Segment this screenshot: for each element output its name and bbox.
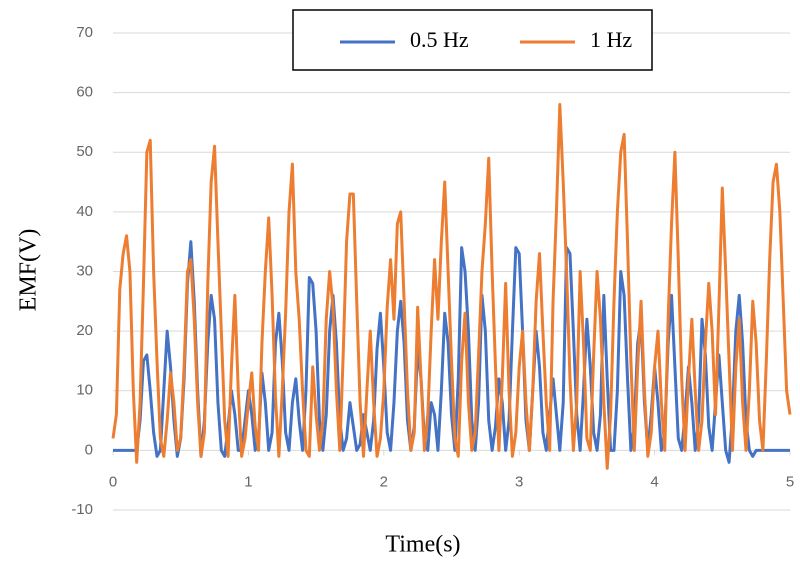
x-tick-label: 4 [650,473,658,490]
y-tick-label: 60 [76,84,93,101]
y-tick-label: 40 [76,203,93,220]
legend-label: 1 Hz [590,27,632,52]
legend-box [292,9,653,71]
y-tick-label: 10 [76,382,93,399]
y-axis-label: EMF(V) [16,229,42,312]
y-tick-label: -10 [71,501,93,518]
x-tick-label: 1 [244,473,252,490]
x-tick-label: 5 [786,473,794,490]
x-tick-label: 0 [109,473,117,490]
y-tick-label: 20 [76,322,93,339]
y-tick-label: 70 [76,24,93,41]
series-line [111,103,792,470]
x-tick-label: 3 [515,473,523,490]
y-tick-label: 50 [76,143,93,160]
x-tick-label: 2 [380,473,388,490]
x-axis-label: Time(s) [385,532,460,558]
y-tick-label: 30 [76,262,93,279]
y-tick-label: 0 [85,441,93,458]
legend-label: 0.5 Hz [410,27,469,52]
